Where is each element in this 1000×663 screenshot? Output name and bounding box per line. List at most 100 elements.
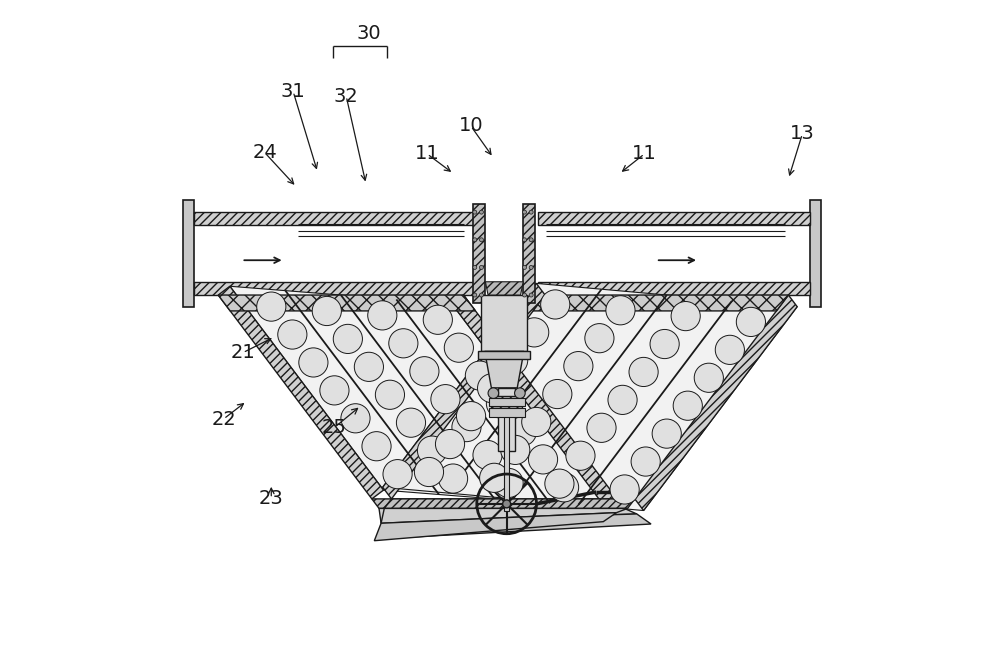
Bar [183, 200, 194, 307]
Circle shape [566, 441, 595, 470]
Circle shape [549, 473, 579, 502]
Bar [489, 398, 525, 406]
Circle shape [452, 412, 481, 442]
Circle shape [479, 293, 483, 297]
Circle shape [375, 380, 405, 409]
Circle shape [480, 463, 509, 493]
Circle shape [320, 376, 349, 405]
Text: 21: 21 [230, 343, 255, 362]
Circle shape [473, 238, 477, 242]
Polygon shape [538, 282, 810, 295]
Polygon shape [635, 295, 797, 511]
Circle shape [396, 408, 426, 438]
Polygon shape [194, 282, 480, 295]
Circle shape [473, 210, 477, 214]
Bar [498, 388, 515, 451]
Circle shape [368, 301, 397, 330]
Polygon shape [379, 509, 637, 522]
Circle shape [564, 351, 593, 381]
Circle shape [278, 320, 307, 349]
Circle shape [523, 238, 527, 242]
Polygon shape [473, 204, 485, 303]
Circle shape [499, 345, 528, 375]
Circle shape [652, 419, 681, 448]
Circle shape [610, 475, 639, 504]
Circle shape [529, 293, 533, 297]
Bar [491, 396, 522, 408]
Circle shape [585, 324, 614, 353]
Circle shape [631, 447, 660, 476]
Polygon shape [218, 295, 476, 311]
Circle shape [694, 363, 723, 392]
Bar [810, 200, 821, 307]
Circle shape [608, 385, 637, 414]
Circle shape [354, 352, 383, 381]
Circle shape [629, 357, 658, 387]
Polygon shape [452, 295, 617, 508]
Text: 32: 32 [334, 87, 359, 105]
Circle shape [423, 305, 452, 334]
Polygon shape [384, 499, 635, 509]
Circle shape [431, 385, 460, 414]
Polygon shape [218, 286, 383, 499]
Circle shape [414, 457, 444, 487]
Text: 25: 25 [322, 418, 347, 437]
Circle shape [671, 302, 700, 331]
Polygon shape [372, 499, 624, 509]
Polygon shape [533, 295, 788, 311]
Circle shape [473, 293, 477, 297]
Polygon shape [374, 512, 616, 541]
Circle shape [438, 464, 468, 493]
Polygon shape [381, 509, 628, 523]
Circle shape [650, 330, 679, 359]
Polygon shape [383, 283, 797, 511]
Circle shape [523, 265, 527, 269]
Circle shape [312, 296, 341, 326]
Circle shape [543, 379, 572, 408]
Bar [489, 408, 525, 417]
Text: 31: 31 [281, 82, 306, 101]
Circle shape [435, 430, 465, 459]
Circle shape [523, 210, 527, 214]
Text: 22: 22 [211, 410, 236, 428]
Polygon shape [194, 212, 480, 225]
Polygon shape [485, 351, 524, 388]
Circle shape [362, 432, 391, 461]
Circle shape [333, 324, 362, 353]
Circle shape [488, 388, 499, 398]
Circle shape [473, 265, 477, 269]
Bar [478, 351, 530, 359]
Circle shape [673, 391, 702, 420]
Circle shape [383, 459, 412, 489]
Circle shape [529, 238, 533, 242]
Circle shape [515, 388, 525, 398]
Polygon shape [523, 204, 535, 303]
Circle shape [520, 318, 549, 347]
Circle shape [606, 296, 635, 325]
Bar [504, 408, 509, 511]
Circle shape [494, 468, 523, 497]
Polygon shape [381, 514, 651, 538]
Circle shape [479, 210, 483, 214]
Circle shape [444, 333, 473, 362]
Circle shape [736, 308, 765, 337]
Circle shape [507, 417, 537, 446]
Text: 24: 24 [252, 143, 277, 162]
Circle shape [501, 436, 530, 465]
Text: 11: 11 [415, 145, 439, 163]
Circle shape [529, 265, 533, 269]
Polygon shape [538, 212, 810, 225]
Circle shape [410, 357, 439, 386]
Polygon shape [230, 286, 606, 508]
Circle shape [715, 335, 744, 365]
Circle shape [529, 210, 533, 214]
Circle shape [465, 361, 494, 391]
Text: 30: 30 [356, 24, 381, 42]
Circle shape [389, 329, 418, 358]
Circle shape [341, 404, 370, 433]
Circle shape [523, 293, 527, 297]
Circle shape [522, 407, 551, 436]
Polygon shape [485, 282, 523, 295]
Circle shape [541, 290, 570, 319]
Circle shape [299, 348, 328, 377]
